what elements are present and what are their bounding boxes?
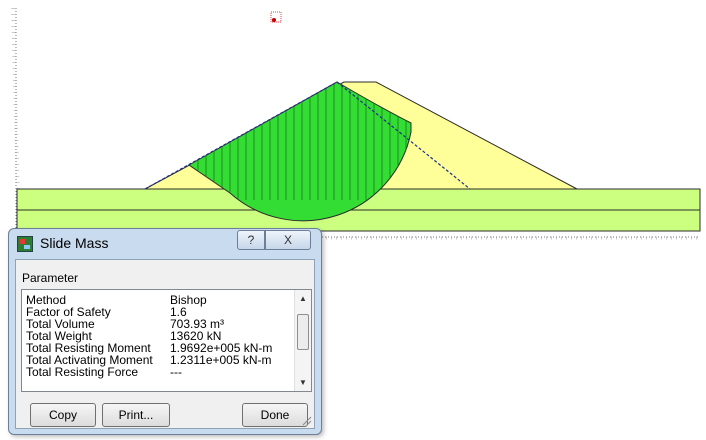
param-value: Bishop	[170, 293, 207, 307]
param-value: 1.6	[170, 305, 187, 319]
scroll-up-icon[interactable]: ▲	[299, 294, 307, 303]
slide-mass[interactable]	[188, 81, 412, 222]
parameter-list[interactable]: Method Bishop Factor of Safety 1.6 Total V…	[21, 289, 312, 392]
slip-center-marker[interactable]	[270, 11, 282, 23]
param-name: Total Resisting Moment	[26, 341, 151, 355]
resize-grip-icon[interactable]	[302, 416, 312, 426]
param-name: Total Activating Moment	[26, 353, 153, 367]
slide-mass-dialog[interactable]: Slide Mass ? X Parameter Method Bishop Fa…	[8, 228, 322, 435]
close-button[interactable]: X	[265, 230, 311, 250]
list-scrollbar[interactable]: ▲ ▼	[294, 290, 311, 391]
scroll-thumb[interactable]	[297, 314, 309, 350]
app-icon	[17, 236, 33, 252]
parameter-label: Parameter	[22, 271, 79, 285]
scroll-down-icon[interactable]: ▼	[299, 378, 307, 387]
param-value: 703.93 m³	[170, 317, 225, 331]
param-value: 1.2311e+005 kN-m	[170, 353, 272, 367]
phreatic-line-right	[336, 81, 471, 190]
param-name: Method	[26, 293, 67, 307]
done-button[interactable]: Done	[242, 403, 308, 427]
param-name: Total Volume	[26, 317, 95, 331]
copy-button[interactable]: Copy	[30, 403, 96, 427]
help-button[interactable]: ?	[237, 230, 265, 250]
dialog-title: Slide Mass	[40, 235, 109, 251]
print-button[interactable]: Print...	[102, 403, 170, 427]
phreatic-line-left	[144, 81, 338, 190]
dialog-client: Parameter Method Bishop Factor of Safety 1…	[15, 259, 315, 429]
param-value: 1.9692e+005 kN-m	[170, 341, 273, 355]
param-name: Total Weight	[26, 329, 92, 343]
param-name: Total Resisting Force	[26, 365, 139, 379]
dialog-titlebar[interactable]: Slide Mass ? X	[9, 229, 321, 259]
param-value: ---	[170, 365, 182, 379]
vertical-ruler-ticks	[11, 7, 21, 237]
param-name: Factor of Safety	[26, 305, 111, 319]
param-value: 13620 kN	[170, 329, 222, 343]
